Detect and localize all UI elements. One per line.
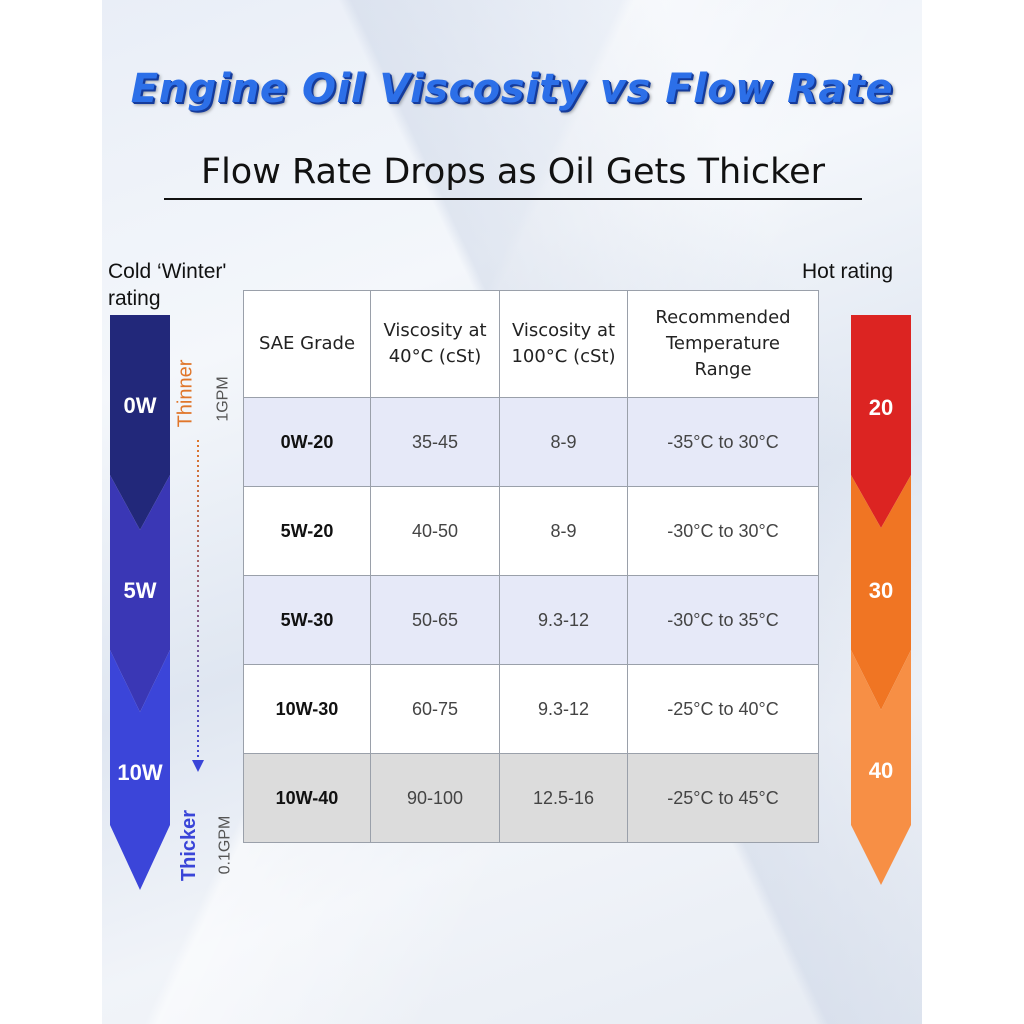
hot-arrow: [851, 315, 911, 885]
hot-arrow-segment-30: [851, 475, 911, 710]
hot-rating-label: Hot rating: [802, 260, 894, 283]
table-header-row: SAE Grade Viscosity at 40°C (cSt) Viscos…: [243, 290, 819, 398]
cell-range: -30°C to 35°C: [627, 575, 819, 665]
table-row: 5W-20 40-50 8-9 -30°C to 30°C: [243, 486, 819, 576]
hot-arrow-segment-40: [851, 650, 911, 885]
header-temperature-range: Recommended Temperature Range: [627, 290, 819, 398]
cell-grade: 5W-30: [243, 575, 371, 665]
table-row: 10W-30 60-75 9.3-12 -25°C to 40°C: [243, 664, 819, 754]
header-viscosity-40c: Viscosity at 40°C (cSt): [370, 290, 500, 398]
hot-arrow-segment-20: [851, 315, 911, 528]
header-viscosity-40c-line1: Viscosity at: [383, 320, 487, 341]
header-sae-grade-line1: SAE Grade: [258, 333, 356, 354]
subtitle-underline: [164, 198, 862, 200]
cell-visc100: 9.3-12: [499, 664, 628, 754]
hot-label-30: 30: [868, 578, 894, 603]
winter-label-10w: 10W: [117, 760, 163, 785]
cell-visc40: 50-65: [370, 575, 500, 665]
winter-label-0w: 0W: [123, 393, 157, 418]
header-temperature-range-line3: Range: [694, 359, 752, 380]
cell-grade: 10W-30: [243, 664, 371, 754]
winter-arrow: [110, 315, 170, 890]
cell-range: -35°C to 30°C: [627, 397, 819, 487]
cell-visc100: 8-9: [499, 486, 628, 576]
winter-rating-label: Cold ‘Winter' rating: [108, 258, 226, 312]
winter-rating-label-line1: Cold ‘Winter': [108, 260, 227, 283]
cell-visc100: 8-9: [499, 397, 628, 487]
cell-grade: 5W-20: [243, 486, 371, 576]
cell-visc100: 12.5-16: [499, 753, 628, 843]
header-viscosity-40c-line2: 40°C (cSt): [388, 346, 482, 367]
chart-title: Engine Oil Viscosity vs Flow Rate: [130, 66, 894, 112]
winter-arrow-segment-5w: [110, 475, 170, 712]
table-row: 10W-40 90-100 12.5-16 -25°C to 45°C: [243, 753, 819, 843]
table-row: 0W-20 35-45 8-9 -35°C to 30°C: [243, 397, 819, 487]
header-viscosity-100c-line2: 100°C (cSt): [511, 346, 616, 367]
flow-thicker-label: Thicker: [178, 809, 201, 882]
hot-label-40: 40: [868, 758, 894, 783]
flow-thicker-rate: 0.1GPM: [216, 815, 234, 875]
flow-direction-arrow: [192, 440, 204, 772]
header-sae-grade: SAE Grade: [243, 290, 371, 398]
cell-visc40: 35-45: [370, 397, 500, 487]
viscosity-table: SAE Grade Viscosity at 40°C (cSt) Viscos…: [243, 290, 819, 843]
winter-rating-label-line2: rating: [108, 287, 161, 310]
cell-visc40: 40-50: [370, 486, 500, 576]
winter-arrow-segment-10w: [110, 650, 170, 890]
cell-grade: 10W-40: [243, 753, 371, 843]
flow-thinner-label: Thinner: [174, 359, 197, 428]
cell-grade: 0W-20: [243, 397, 371, 487]
flow-thinner-rate: 1GPM: [214, 376, 232, 422]
cell-visc40: 60-75: [370, 664, 500, 754]
header-temperature-range-line2: Temperature: [665, 333, 781, 354]
cell-range: -30°C to 30°C: [627, 486, 819, 576]
flow-arrowhead: [192, 760, 204, 772]
cell-range: -25°C to 40°C: [627, 664, 819, 754]
winter-arrow-segment-0w: [110, 315, 170, 530]
header-viscosity-100c: Viscosity at 100°C (cSt): [499, 290, 628, 398]
chart-subtitle: Flow Rate Drops as Oil Gets Thicker: [200, 152, 826, 192]
winter-label-5w: 5W: [123, 578, 157, 603]
cell-visc100: 9.3-12: [499, 575, 628, 665]
header-temperature-range-line1: Recommended: [655, 307, 791, 328]
header-viscosity-100c-line1: Viscosity at: [511, 320, 616, 341]
table-row: 5W-30 50-65 9.3-12 -30°C to 35°C: [243, 575, 819, 665]
cell-visc40: 90-100: [370, 753, 500, 843]
hot-label-20: 20: [868, 395, 894, 420]
cell-range: -25°C to 45°C: [627, 753, 819, 843]
